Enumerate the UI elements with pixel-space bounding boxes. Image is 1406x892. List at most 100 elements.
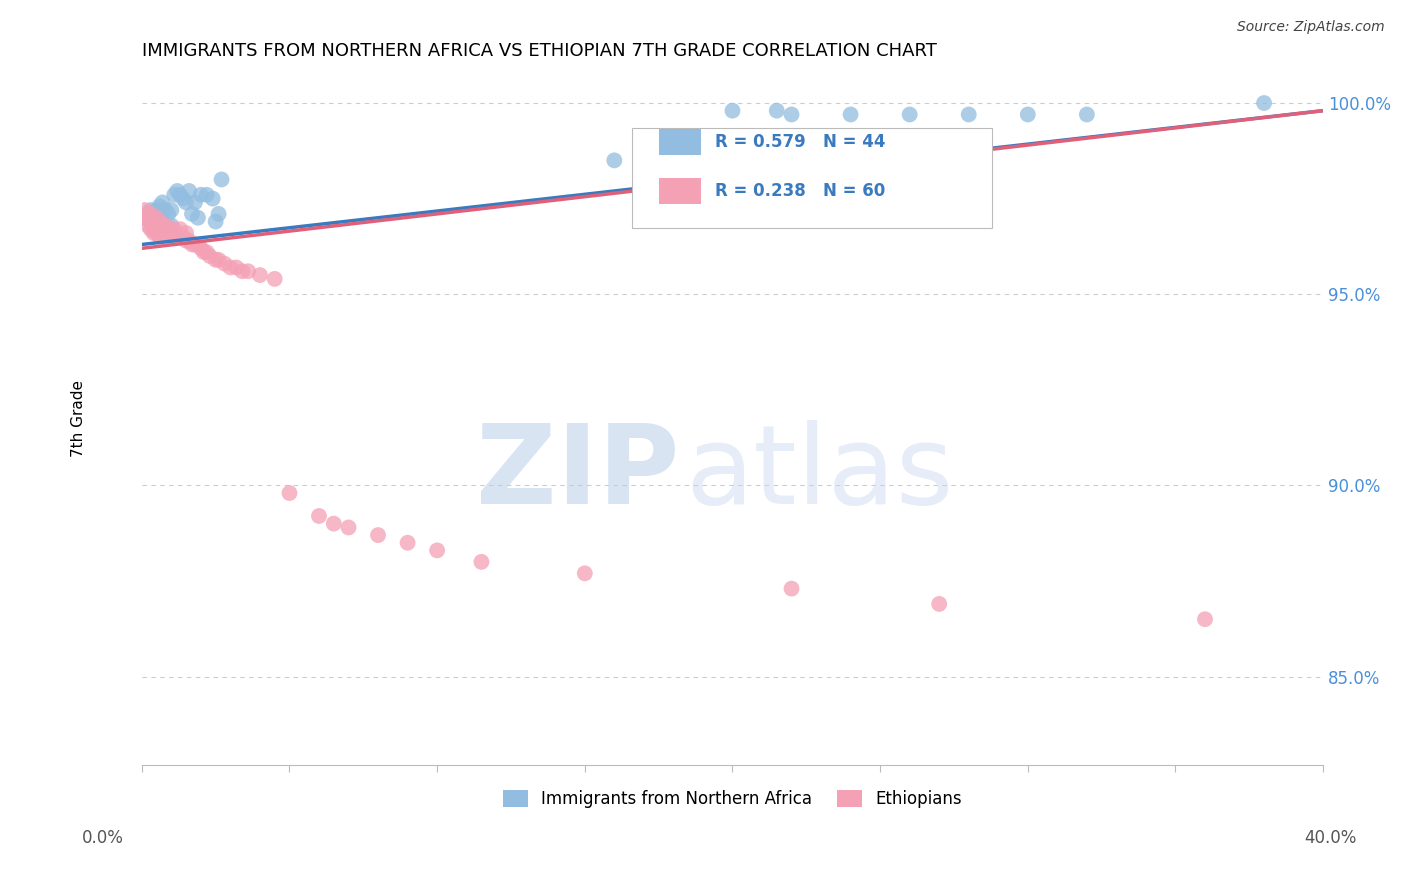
Point bbox=[193, 245, 215, 260]
Point bbox=[163, 222, 186, 236]
Point bbox=[231, 264, 253, 278]
Point bbox=[184, 195, 207, 210]
Point bbox=[187, 211, 209, 225]
Point bbox=[174, 195, 197, 210]
Point bbox=[174, 234, 197, 248]
Point bbox=[187, 237, 209, 252]
Point bbox=[155, 226, 177, 240]
Point bbox=[839, 107, 862, 121]
Point bbox=[142, 219, 165, 233]
Point bbox=[139, 214, 162, 228]
Point bbox=[1194, 612, 1216, 626]
Point bbox=[169, 230, 191, 244]
Text: Source: ZipAtlas.com: Source: ZipAtlas.com bbox=[1237, 21, 1385, 34]
Text: R = 0.579   N = 44: R = 0.579 N = 44 bbox=[714, 133, 886, 152]
Point bbox=[190, 241, 212, 255]
Point bbox=[145, 219, 167, 233]
Point bbox=[204, 252, 226, 267]
Point bbox=[426, 543, 449, 558]
Point bbox=[249, 268, 271, 282]
Point bbox=[148, 214, 170, 228]
Point bbox=[928, 597, 950, 611]
Text: atlas: atlas bbox=[685, 420, 953, 527]
Point bbox=[676, 177, 699, 191]
Point bbox=[1076, 107, 1098, 121]
Point bbox=[263, 272, 285, 286]
Point bbox=[152, 214, 174, 228]
Point bbox=[136, 219, 159, 233]
Point bbox=[152, 219, 174, 233]
Point bbox=[157, 222, 180, 236]
Point bbox=[139, 207, 162, 221]
Point bbox=[181, 237, 204, 252]
Point bbox=[139, 214, 162, 228]
Point bbox=[160, 203, 183, 218]
Point bbox=[177, 184, 200, 198]
Point bbox=[470, 555, 492, 569]
Point bbox=[214, 257, 236, 271]
Point bbox=[236, 264, 259, 278]
Point bbox=[139, 222, 162, 236]
Point bbox=[145, 226, 167, 240]
Point bbox=[190, 187, 212, 202]
Point bbox=[207, 252, 229, 267]
FancyBboxPatch shape bbox=[659, 129, 700, 155]
Point bbox=[174, 226, 197, 240]
Point bbox=[219, 260, 242, 275]
Text: 40.0%: 40.0% bbox=[1303, 829, 1357, 847]
Point bbox=[169, 222, 191, 236]
Point bbox=[155, 203, 177, 218]
Point bbox=[148, 199, 170, 213]
Point bbox=[142, 222, 165, 236]
Point bbox=[780, 107, 803, 121]
Point bbox=[207, 207, 229, 221]
Point bbox=[163, 187, 186, 202]
Point bbox=[139, 203, 162, 218]
FancyBboxPatch shape bbox=[659, 178, 700, 204]
Point bbox=[148, 222, 170, 236]
Point bbox=[184, 237, 207, 252]
Point bbox=[142, 226, 165, 240]
FancyBboxPatch shape bbox=[633, 128, 993, 228]
Point bbox=[155, 219, 177, 233]
Point bbox=[134, 211, 156, 225]
Point bbox=[145, 219, 167, 233]
Point bbox=[337, 520, 360, 534]
Point bbox=[780, 582, 803, 596]
Point bbox=[155, 219, 177, 233]
Point bbox=[145, 203, 167, 218]
Point bbox=[157, 230, 180, 244]
Point bbox=[201, 192, 224, 206]
Point bbox=[308, 508, 330, 523]
Point bbox=[574, 566, 596, 581]
Point bbox=[152, 195, 174, 210]
Point bbox=[134, 211, 156, 225]
Point bbox=[136, 207, 159, 221]
Point bbox=[166, 184, 188, 198]
Point bbox=[721, 103, 744, 118]
Point bbox=[181, 207, 204, 221]
Legend: Immigrants from Northern Africa, Ethiopians: Immigrants from Northern Africa, Ethiopi… bbox=[496, 783, 969, 815]
Point bbox=[225, 260, 247, 275]
Point bbox=[152, 226, 174, 240]
Point bbox=[957, 107, 980, 121]
Point bbox=[172, 230, 194, 244]
Point bbox=[148, 230, 170, 244]
Point bbox=[145, 211, 167, 225]
Point bbox=[367, 528, 389, 542]
Point bbox=[204, 214, 226, 228]
Point bbox=[169, 187, 191, 202]
Point bbox=[898, 107, 921, 121]
Point bbox=[157, 207, 180, 221]
Text: 0.0%: 0.0% bbox=[82, 829, 124, 847]
Point bbox=[1017, 107, 1039, 121]
Point bbox=[211, 172, 233, 186]
Y-axis label: 7th Grade: 7th Grade bbox=[72, 380, 86, 457]
Point bbox=[177, 234, 200, 248]
Point bbox=[322, 516, 344, 531]
Point bbox=[148, 211, 170, 225]
Point bbox=[160, 222, 183, 236]
Point bbox=[136, 207, 159, 221]
Text: IMMIGRANTS FROM NORTHERN AFRICA VS ETHIOPIAN 7TH GRADE CORRELATION CHART: IMMIGRANTS FROM NORTHERN AFRICA VS ETHIO… bbox=[142, 42, 936, 60]
Point bbox=[142, 211, 165, 225]
